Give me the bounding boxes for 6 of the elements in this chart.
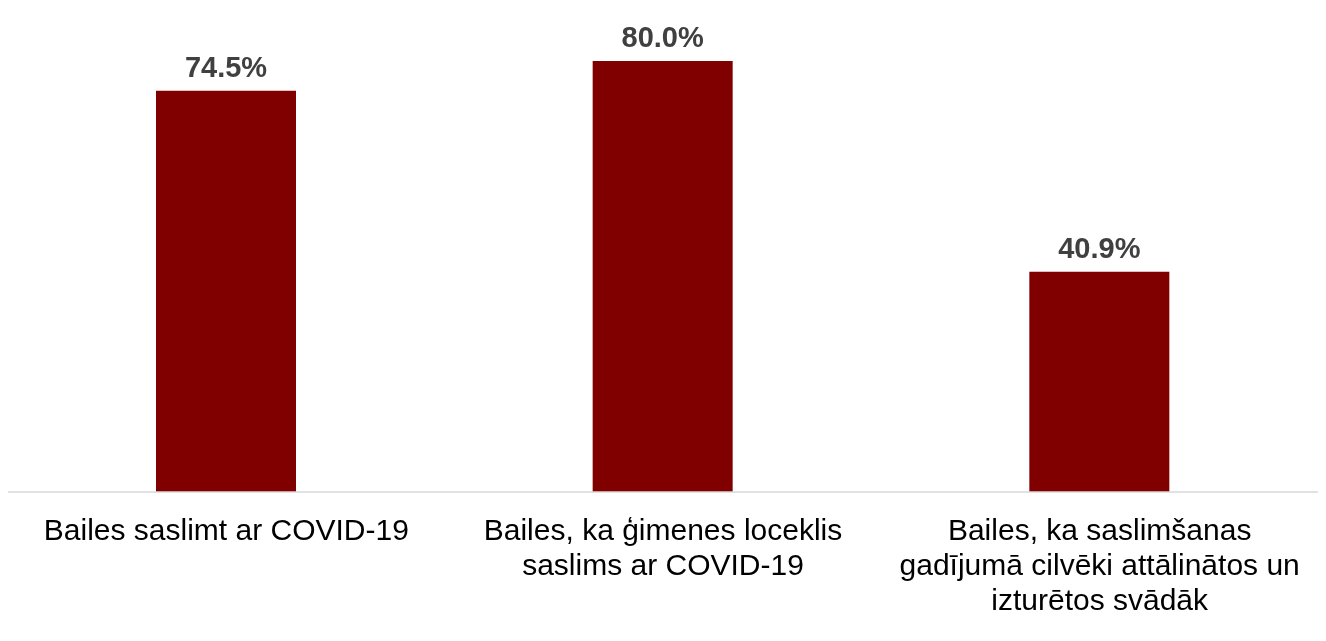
data-label: 74.5%	[184, 50, 268, 83]
x-tick-label: Bailes, ka ģimenes loceklis saslims ar COVID-19	[483, 513, 843, 581]
data-label: 40.9%	[1058, 231, 1141, 264]
x-tick-label: Bailes saslimt ar COVID-19	[43, 513, 409, 546]
x-tick-label: Bailes, ka saslimšanas gadījumā cilvēki attālinātos un izturētos svādāk	[899, 513, 1300, 616]
data-label: 80.0%	[621, 21, 704, 53]
